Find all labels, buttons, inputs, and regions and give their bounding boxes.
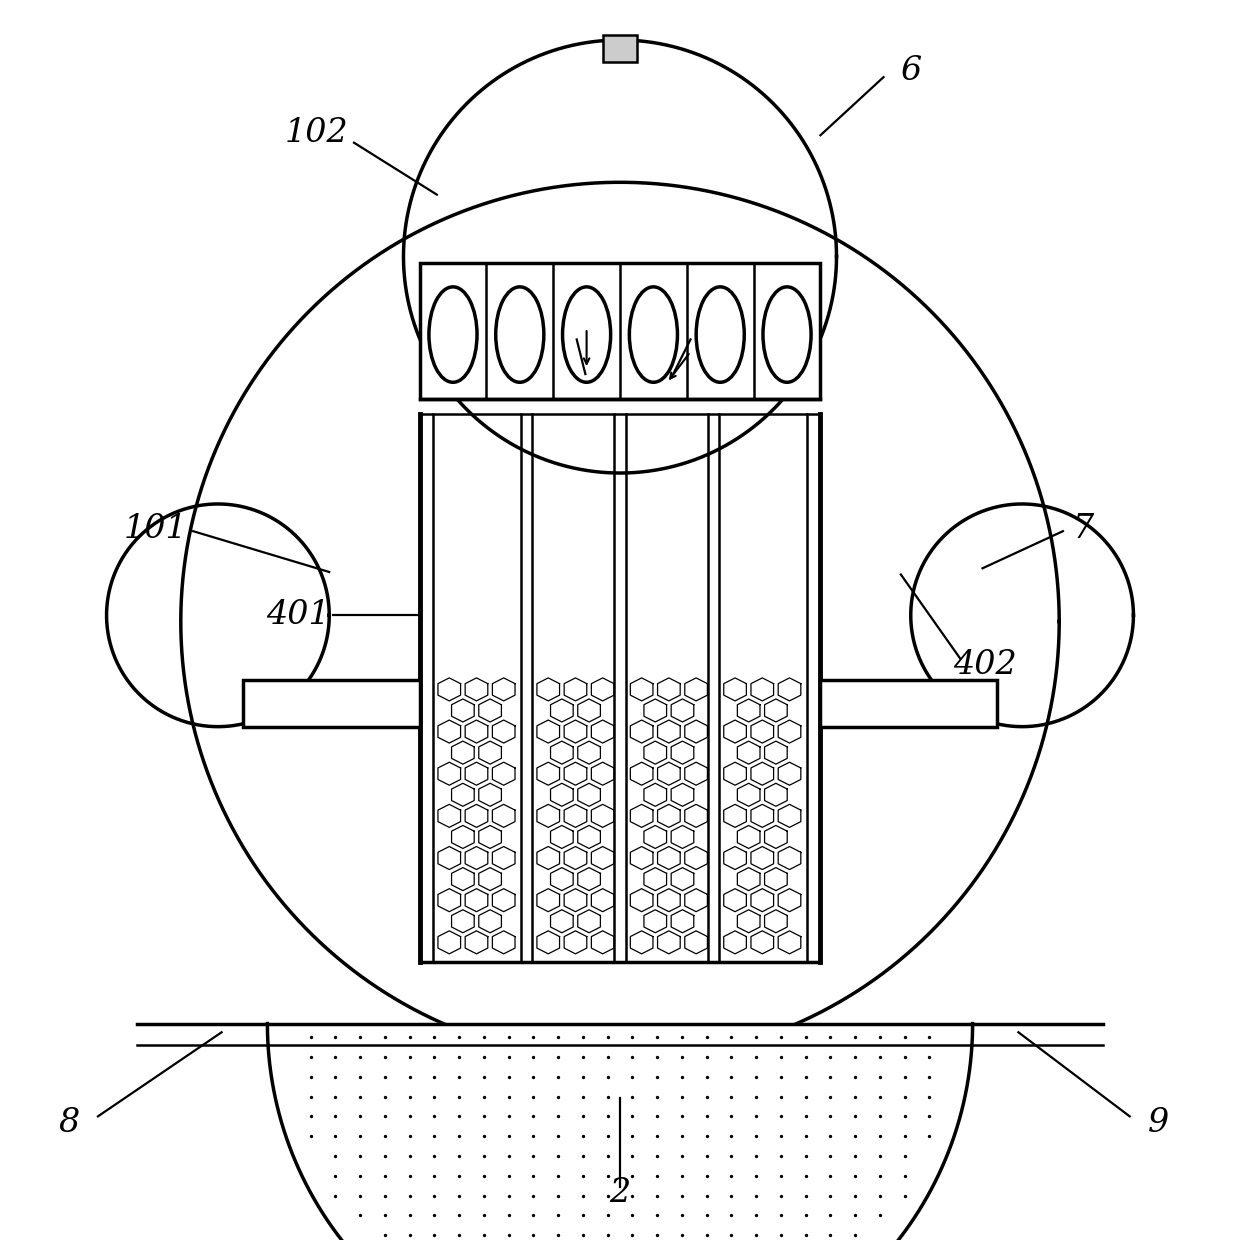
- Polygon shape: [268, 1023, 972, 1243]
- Text: 101: 101: [124, 512, 188, 544]
- Text: 407: 407: [522, 314, 587, 347]
- Text: 406: 406: [634, 314, 698, 347]
- Text: 8: 8: [58, 1106, 81, 1139]
- Ellipse shape: [696, 287, 744, 383]
- Bar: [419, 262, 821, 399]
- Bar: [243, 680, 419, 727]
- Ellipse shape: [630, 287, 677, 383]
- Text: 401: 401: [267, 599, 330, 631]
- Text: 6: 6: [900, 55, 921, 87]
- Ellipse shape: [763, 287, 811, 383]
- Text: 402: 402: [954, 649, 1017, 681]
- Ellipse shape: [429, 287, 477, 383]
- Text: 2: 2: [609, 1177, 631, 1209]
- Text: 9: 9: [1147, 1106, 1169, 1139]
- Text: 102: 102: [285, 117, 348, 149]
- Text: 7: 7: [1074, 512, 1095, 544]
- Ellipse shape: [563, 287, 610, 383]
- Bar: [603, 35, 637, 62]
- Ellipse shape: [496, 287, 544, 383]
- Bar: [821, 680, 997, 727]
